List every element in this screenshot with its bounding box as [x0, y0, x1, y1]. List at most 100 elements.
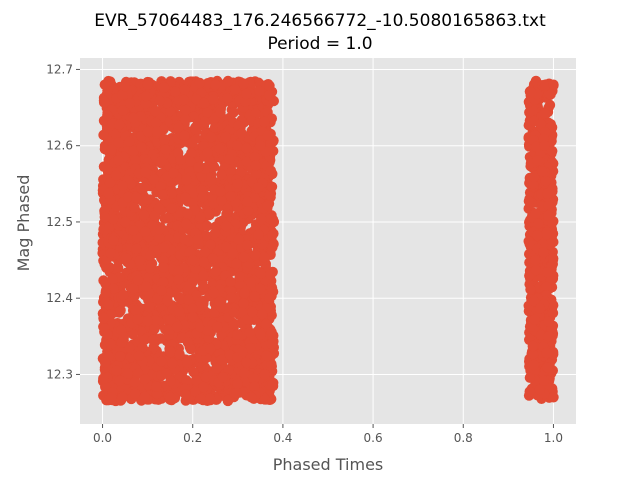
- data-point: [158, 242, 170, 253]
- data-point: [214, 296, 226, 307]
- data-point: [523, 195, 535, 207]
- data-point: [179, 130, 190, 141]
- data-point: [538, 247, 549, 258]
- data-point: [124, 342, 135, 353]
- data-point: [531, 141, 542, 152]
- data-point: [117, 105, 128, 116]
- data-point: [124, 98, 136, 109]
- data-point: [539, 108, 551, 119]
- data-point: [99, 79, 111, 90]
- data-point: [173, 265, 184, 277]
- data-point: [154, 95, 166, 107]
- data-point: [190, 133, 202, 144]
- data-point: [164, 287, 176, 299]
- data-point: [215, 107, 226, 118]
- data-point: [210, 79, 221, 90]
- data-point: [222, 92, 233, 104]
- data-point: [98, 129, 109, 141]
- data-point: [225, 276, 236, 287]
- data-point: [174, 349, 185, 360]
- data-point: [231, 258, 242, 269]
- data-point: [142, 126, 154, 137]
- data-point: [232, 178, 243, 189]
- data-point: [231, 387, 242, 399]
- data-point: [110, 170, 122, 181]
- data-point: [193, 161, 204, 173]
- data-point: [239, 367, 250, 379]
- data-point: [530, 208, 541, 219]
- data-point: [133, 350, 145, 361]
- data-point: [139, 334, 150, 345]
- x-tick-label: 0.2: [183, 431, 202, 445]
- data-point: [264, 293, 275, 304]
- data-point: [162, 212, 174, 224]
- data-point: [119, 216, 131, 228]
- data-point: [98, 312, 109, 324]
- data-point: [259, 116, 270, 128]
- data-point: [140, 91, 152, 102]
- x-tick-label: 0.4: [273, 431, 292, 445]
- data-point: [154, 232, 165, 243]
- data-point: [191, 94, 202, 105]
- y-axis-ticks: 12.3 12.4 12.5 12.6 12.7: [46, 62, 80, 381]
- data-point: [199, 116, 210, 128]
- data-point: [210, 265, 222, 277]
- data-point: [187, 312, 199, 323]
- data-point: [161, 368, 172, 379]
- data-point: [264, 89, 275, 101]
- data-point: [241, 357, 252, 368]
- data-point: [242, 239, 253, 251]
- data-point: [198, 381, 209, 393]
- data-point: [98, 97, 110, 108]
- data-point: [253, 229, 264, 240]
- data-point: [253, 182, 264, 193]
- data-point: [202, 107, 213, 119]
- y-axis-label: Mag Phased: [14, 175, 33, 272]
- data-point: [99, 357, 111, 368]
- data-point: [165, 76, 176, 87]
- data-point: [525, 284, 536, 295]
- data-point: [144, 301, 155, 313]
- data-point: [118, 289, 129, 301]
- data-point: [180, 192, 191, 203]
- data-point: [190, 386, 201, 397]
- data-point: [543, 210, 554, 221]
- data-point: [178, 94, 189, 106]
- data-point: [170, 86, 181, 97]
- data-point: [228, 107, 239, 118]
- data-point: [525, 87, 537, 98]
- data-point: [267, 230, 278, 241]
- data-point: [542, 267, 553, 278]
- data-point: [103, 299, 114, 310]
- data-point: [153, 202, 165, 214]
- data-point: [265, 165, 277, 176]
- data-point: [524, 386, 535, 397]
- data-point: [180, 389, 191, 400]
- chart-title-line2: Period = 1.0: [267, 34, 372, 54]
- data-point: [130, 155, 141, 166]
- data-point: [114, 375, 126, 386]
- data-point: [541, 281, 552, 293]
- data-point: [212, 321, 223, 333]
- data-point: [186, 148, 197, 159]
- data-point: [205, 131, 217, 143]
- data-point: [266, 181, 278, 192]
- data-point: [534, 384, 546, 395]
- data-point: [195, 393, 206, 405]
- data-point: [181, 219, 192, 230]
- data-point: [548, 253, 559, 264]
- data-point: [147, 220, 158, 231]
- data-point: [172, 321, 183, 333]
- data-point: [184, 246, 196, 258]
- data-point: [122, 368, 134, 379]
- y-tick-label: 12.5: [46, 215, 73, 229]
- data-point: [220, 220, 232, 232]
- data-point: [166, 203, 177, 214]
- data-point: [238, 78, 249, 89]
- data-point: [199, 97, 210, 109]
- data-point: [260, 319, 272, 330]
- data-point: [102, 329, 113, 340]
- data-point: [262, 200, 273, 211]
- data-point: [544, 99, 556, 111]
- data-point: [216, 195, 227, 206]
